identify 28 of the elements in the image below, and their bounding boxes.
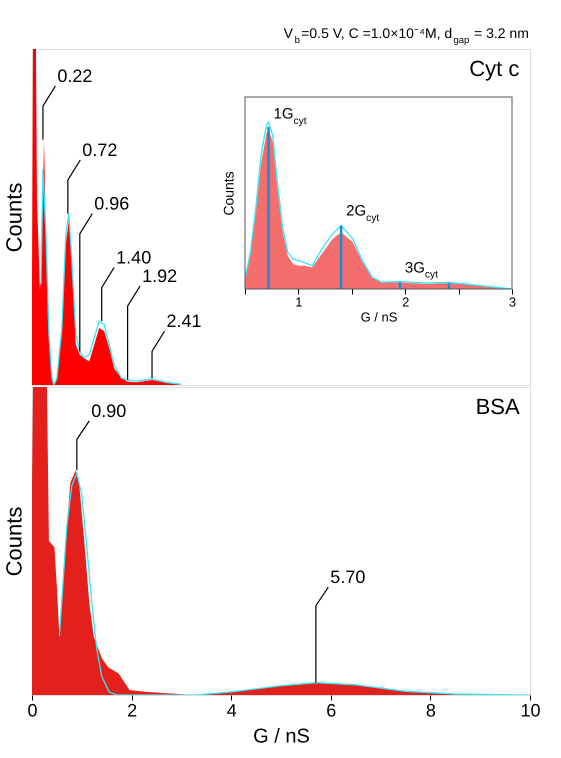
x-tick-label: 10: [520, 700, 541, 720]
annotation: 5.70: [330, 567, 366, 588]
bar: [448, 283, 450, 289]
x-tick-label: 2: [402, 294, 410, 310]
annotation: 1.40: [116, 247, 152, 268]
x-tick-label: 0: [27, 700, 38, 720]
bar: [398, 282, 402, 289]
y-axis-title: Counts: [2, 506, 26, 576]
x-tick-label: 2: [127, 700, 138, 720]
annotation: 0.90: [91, 400, 126, 421]
y-axis-title: Counts: [220, 171, 236, 216]
y-axis-title: Counts: [2, 182, 26, 252]
x-tick-label: 3: [508, 294, 516, 310]
bar: [340, 226, 342, 289]
x-tick-label: 4: [226, 700, 237, 720]
annotation: 0.22: [57, 66, 92, 86]
x-tick-label: 8: [426, 700, 436, 720]
annotation: BSA: [476, 394, 520, 419]
annotation: 0.96: [94, 194, 130, 214]
x-tick-label: 6: [326, 700, 336, 720]
x-tick-label: 1: [295, 294, 303, 310]
x-axis-title: G / nS: [253, 726, 310, 748]
x-axis-title: G / nS: [360, 310, 398, 324]
annotation: 0.72: [82, 140, 118, 160]
annotation: 1.92: [142, 266, 178, 286]
annotation: Cyt c: [469, 56, 520, 81]
annotation: 2.41: [166, 311, 202, 332]
bar: [267, 127, 270, 289]
